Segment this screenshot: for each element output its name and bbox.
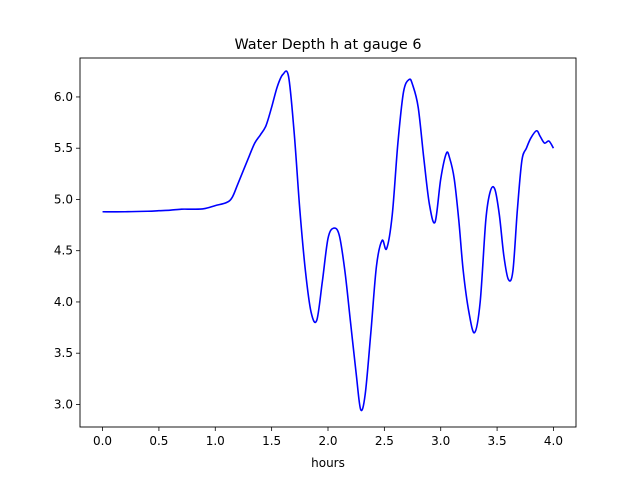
x-tick-label: 0.0: [93, 434, 112, 448]
x-tick-label: 3.0: [431, 434, 450, 448]
y-tick-label: 3.0: [54, 397, 73, 411]
x-tick-label: 2.5: [375, 434, 394, 448]
y-tick-label: 3.5: [54, 346, 73, 360]
series-layer: [102, 70, 555, 412]
x-axis-label: hours: [311, 456, 345, 470]
x-axis-ticks: 0.0 0.5 1.0 1.5 2.0 2.5 3.0 3.5 4.0: [93, 427, 563, 448]
y-tick-label: 4.5: [54, 244, 73, 258]
y-tick-label: 5.5: [54, 141, 73, 155]
plot-frame: [79, 57, 577, 428]
x-tick-label: 0.5: [149, 434, 168, 448]
y-tick-label: 6.0: [54, 90, 73, 104]
chart-title: Water Depth h at gauge 6: [234, 37, 421, 53]
x-tick-label: 4.0: [544, 434, 563, 448]
x-tick-label: 1.5: [262, 434, 281, 448]
y-tick-label: 4.0: [54, 295, 73, 309]
x-tick-label: 1.0: [206, 434, 225, 448]
y-tick-label: 5.0: [54, 192, 73, 206]
x-tick-label: 3.5: [488, 434, 507, 448]
x-tick-label: 2.0: [318, 434, 337, 448]
y-axis-ticks: 3.0 3.5 4.0 4.5 5.0 5.5 6.0: [54, 90, 80, 411]
series-line-0: [102, 70, 555, 412]
